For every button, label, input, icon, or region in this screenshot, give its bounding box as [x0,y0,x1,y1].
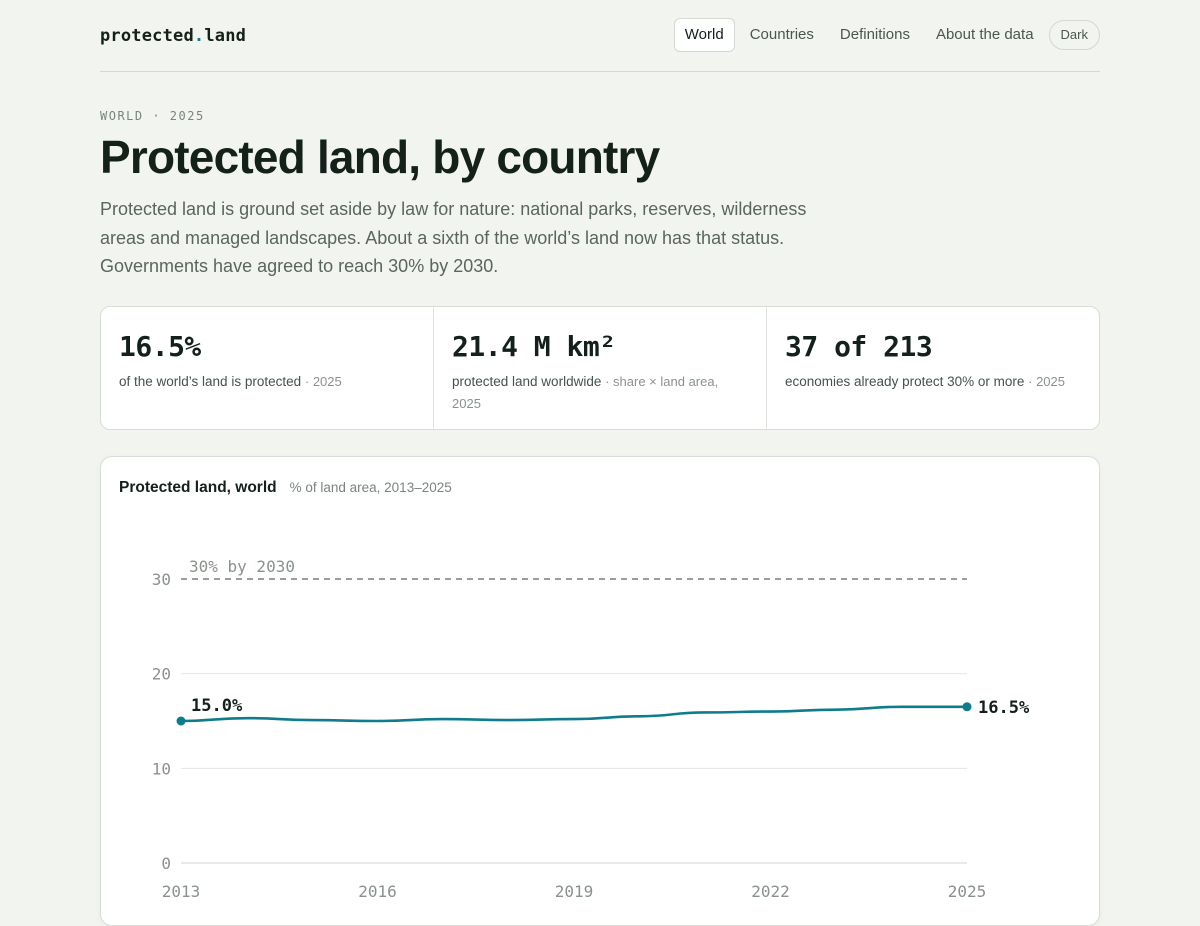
eyebrow: WORLD · 2025 [100,109,205,123]
site-logo[interactable]: protected.land [100,26,246,46]
stat-value: 16.5% [119,330,201,363]
start-value-label: 15.0% [191,696,243,716]
stat-description: protected land worldwide · share × land … [452,371,748,415]
stat-card-share: 16.5% of the world’s land is protected ·… [101,307,434,429]
x-tick-label: 2022 [751,882,790,901]
main-nav: World Countries Definitions About the da… [670,18,1100,52]
chart-title: Protected land, world [119,479,277,496]
data-point [962,702,972,712]
chart-card: Protected land, world % of land area, 20… [100,456,1100,926]
series-line [180,705,968,723]
end-value-label: 16.5% [978,698,1030,718]
stat-card-economies: 37 of 213 economies already protect 30% … [767,307,1099,429]
stat-card-area: 21.4 M km² protected land worldwide · sh… [434,307,767,429]
site-header: protected.land World Countries Definitio… [100,0,1100,72]
y-tick-label: 30 [152,570,171,589]
stat-meta: · share × land area, 2025 [452,374,719,411]
x-tick-label: 2025 [948,882,987,901]
stat-desc-text: protected land worldwide [452,374,602,389]
y-tick-label: 10 [152,759,171,778]
page-title: Protected land, by country [100,131,660,183]
logo-dot: . [193,26,205,46]
intro-lede: Protected land is ground set aside by la… [100,199,807,276]
y-tick-label: 0 [161,854,171,873]
nav-about-data[interactable]: About the data [935,26,1034,43]
nav-definitions[interactable]: Definitions [839,26,910,43]
x-tick-label: 2013 [162,882,201,901]
stat-description: of the world’s land is protected · 2025 [119,371,415,393]
stat-cards: 16.5% of the world’s land is protected ·… [100,306,1100,430]
stat-desc-text: economies already protect 30% or more [785,374,1025,389]
nav-world[interactable]: World [673,18,735,52]
logo-text-main: protected [100,26,194,46]
data-point [176,716,186,726]
theme-toggle-button[interactable]: Dark [1048,20,1100,50]
stat-value: 37 of 213 [785,330,933,363]
stat-desc-text: of the world’s land is protected [119,374,302,389]
logo-text-tail: land [204,26,247,46]
chart-subtitle: % of land area, 2013–2025 [289,480,452,495]
x-tick-label: 2016 [358,882,397,901]
y-tick-label: 20 [152,665,171,684]
stat-description: economies already protect 30% or more · … [785,371,1081,393]
x-tick-label: 2019 [555,882,594,901]
stat-meta: · 2025 [1028,374,1066,389]
chart-header: Protected land, world % of land area, 20… [119,479,452,497]
stat-value: 21.4 M km² [452,330,616,363]
nav-countries[interactable]: Countries [749,26,814,43]
line-chart: 0 10 20 30 30% by 2030 2013 2016 2019 2022 2025 15… [152,557,1030,901]
target-label: 30% by 2030 [189,557,295,576]
stat-meta: · 2025 [304,374,342,389]
